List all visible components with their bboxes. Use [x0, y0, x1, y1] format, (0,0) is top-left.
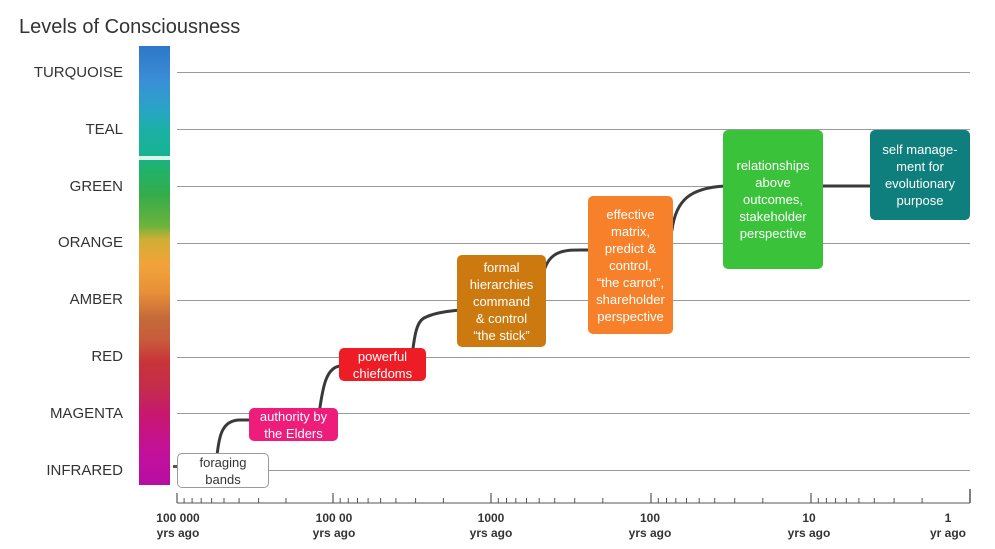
- x-label-value: 1000: [477, 511, 505, 525]
- grid-line-red: [177, 357, 970, 358]
- grid-line-amber: [177, 300, 970, 301]
- level-label-turquoise: TURQUOISE: [33, 64, 123, 81]
- grid-line-magenta: [177, 413, 970, 414]
- level-label-infrared: INFRARED: [46, 462, 123, 479]
- stage-text: relationships above outcomes, stakeholder pe…: [736, 158, 810, 241]
- stage-powerful-chiefdoms: powerful chiefdoms: [339, 348, 426, 381]
- x-label-100000: 100 000 yrs ago: [133, 511, 223, 541]
- x-label-value: 100 00: [315, 511, 353, 525]
- level-label-magenta: MAGENTA: [49, 405, 123, 422]
- x-label-value: 1: [944, 511, 952, 525]
- x-label-unit: yr ago: [929, 526, 966, 540]
- x-label-value: 10: [802, 511, 816, 525]
- x-label-value: 100: [639, 511, 661, 525]
- x-label-10: 10 yrs ago: [764, 511, 854, 541]
- grid-line-turquoise: [177, 72, 970, 73]
- spectrum-tick-mark: [173, 465, 177, 468]
- stage-formal-hierarchies: formal hierarchies command & control “the st…: [457, 255, 546, 347]
- level-label-orange: ORANGE: [57, 234, 123, 251]
- evolution-curve-path: [215, 184, 874, 458]
- x-label-1: 1 yr ago: [903, 511, 993, 541]
- time-axis-ticks: [176, 489, 971, 503]
- stage-text: authority by the Elders: [259, 408, 328, 441]
- stage-self-management: self manage-ment for evolutionary purpose: [870, 130, 970, 220]
- stage-effective-matrix: effective matrix, predict & control, “the ca…: [588, 196, 673, 334]
- stage-foraging-bands: foraging bands: [177, 453, 269, 488]
- x-label-unit: yrs ago: [156, 526, 200, 540]
- grid-line-infrared: [177, 470, 970, 471]
- x-label-1000: 1000 yrs ago: [446, 511, 536, 541]
- x-label-unit: yrs ago: [628, 526, 672, 540]
- x-label-100: 100 yrs ago: [605, 511, 695, 541]
- x-label-unit: yrs ago: [469, 526, 513, 540]
- grid-line-green: [177, 186, 970, 187]
- stage-text: powerful chiefdoms: [352, 348, 413, 381]
- stage-relationships-above-outcomes: relationships above outcomes, stakeholder pe…: [723, 130, 823, 269]
- level-label-green: GREEN: [69, 178, 123, 195]
- stage-authority-by-elders: authority by the Elders: [249, 408, 338, 441]
- grid-line-teal: [177, 129, 970, 130]
- x-label-unit: yrs ago: [787, 526, 831, 540]
- stage-text: self manage-ment for evolutionary purpose: [882, 142, 958, 208]
- x-label-unit: yrs ago: [312, 526, 356, 540]
- stage-text: foraging bands: [199, 454, 247, 487]
- spectrum-highlight-band: [139, 156, 170, 160]
- consciousness-color-spectrum: [139, 46, 170, 485]
- stage-text: formal hierarchies command & control “the st…: [469, 259, 534, 343]
- diagram-title: Levels of Consciousness: [19, 16, 241, 38]
- x-label-value: 100 000: [156, 511, 200, 525]
- level-label-amber: AMBER: [69, 291, 123, 308]
- stage-text: effective matrix, predict & control, “the ca…: [596, 206, 665, 324]
- level-label-red: RED: [91, 348, 123, 365]
- x-label-10000: 100 00 yrs ago: [289, 511, 379, 541]
- level-label-teal: TEAL: [85, 121, 123, 138]
- grid-line-orange: [177, 243, 970, 244]
